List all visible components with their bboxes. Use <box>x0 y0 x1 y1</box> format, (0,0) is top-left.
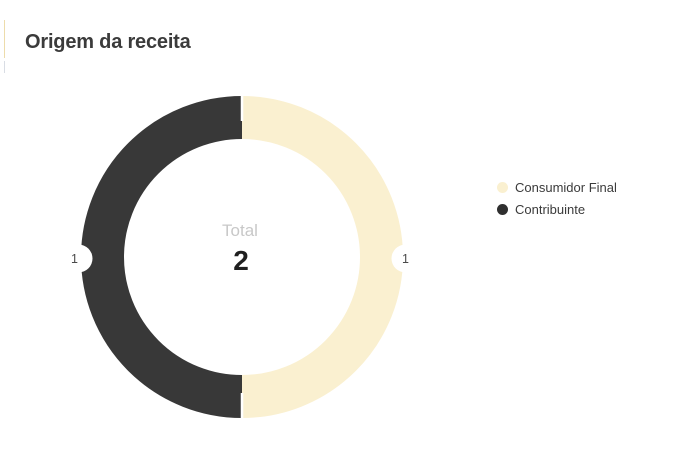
slice-value-label-consumidor-final: 1 <box>402 252 409 266</box>
slice-consumidor-final[interactable] <box>241 96 403 418</box>
legend-label-consumidor-final: Consumidor Final <box>515 180 617 195</box>
legend-label-contribuinte: Contribuinte <box>515 202 586 217</box>
slice-value-badge-right <box>391 244 420 273</box>
slice-contribuinte[interactable] <box>81 96 243 418</box>
total-value: 2 <box>233 245 249 276</box>
legend-dot-contribuinte <box>497 204 508 215</box>
slice-value-badge-left <box>64 244 93 273</box>
legend-item-consumidor-final[interactable]: Consumidor Final <box>497 180 617 195</box>
slice-value-label-contribuinte: 1 <box>71 252 78 266</box>
total-label: Total <box>222 221 258 240</box>
legend-item-contribuinte[interactable]: Contribuinte <box>497 202 617 217</box>
left-edge-artifact-bottom <box>4 61 5 73</box>
chart-title: Origem da receita <box>25 31 191 53</box>
left-edge-artifact-top <box>4 20 5 58</box>
legend-dot-consumidor-final <box>497 182 508 193</box>
chart-legend: Consumidor Final Contribuinte <box>497 180 617 224</box>
